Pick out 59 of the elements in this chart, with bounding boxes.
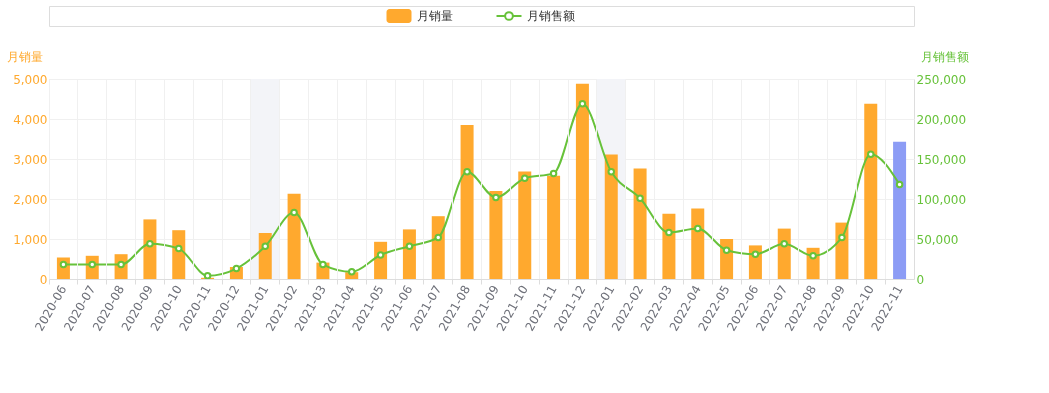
- bar: [662, 213, 676, 279]
- point: [319, 260, 327, 269]
- bar: [893, 141, 907, 279]
- bar: [864, 103, 878, 279]
- point: [895, 180, 904, 189]
- bar: [547, 175, 561, 279]
- point: [290, 208, 298, 217]
- point: [463, 168, 471, 176]
- point: [867, 150, 875, 158]
- point: [434, 233, 442, 242]
- point: [665, 228, 673, 237]
- point: [636, 194, 644, 202]
- y2-tick-label: 250,000: [916, 72, 967, 87]
- bar: [431, 216, 445, 279]
- point: [694, 224, 702, 233]
- bar: [287, 193, 301, 279]
- bar: [777, 228, 791, 279]
- bar: [575, 83, 589, 279]
- bar: [691, 208, 705, 279]
- legend-label: 月销量: [416, 9, 453, 23]
- point: [175, 244, 183, 253]
- y2-tick-label: 0: [916, 272, 925, 287]
- y2-tick-label: 150,000: [916, 152, 967, 167]
- bar: [172, 230, 186, 279]
- y-tick-label: 3,000: [13, 152, 48, 167]
- point: [751, 250, 760, 258]
- point: [203, 272, 212, 280]
- point: [492, 193, 500, 202]
- bar: [633, 168, 647, 279]
- point: [578, 100, 587, 108]
- y-tick-label: 4,000: [13, 112, 48, 127]
- point: [607, 168, 615, 176]
- point: [549, 169, 558, 178]
- point: [722, 246, 731, 254]
- bar: [402, 229, 416, 279]
- y-axis-title: 月销量: [6, 49, 43, 64]
- y-tick-label: 2,000: [13, 192, 48, 207]
- point: [348, 268, 356, 276]
- bar: [518, 171, 532, 279]
- point: [376, 251, 385, 259]
- bar: [604, 154, 618, 279]
- bar: [460, 125, 474, 279]
- y2-axis-title: 月销售额: [920, 49, 969, 64]
- y-tick-label: 0: [39, 272, 48, 287]
- bar: [489, 191, 503, 279]
- point: [146, 240, 154, 248]
- point: [780, 240, 788, 248]
- point: [521, 174, 529, 182]
- point: [261, 242, 269, 250]
- legend-label: 月销售额: [526, 9, 575, 23]
- point: [838, 233, 846, 242]
- bar: [143, 219, 157, 279]
- y2-tick-label: 100,000: [916, 192, 967, 207]
- y2-tick-label: 50,000: [916, 232, 959, 247]
- point: [405, 242, 414, 250]
- y-tick-label: 1,000: [13, 232, 48, 247]
- point: [809, 252, 817, 260]
- y2-tick-label: 200,000: [916, 112, 967, 127]
- y-tick-label: 5,000: [13, 72, 48, 87]
